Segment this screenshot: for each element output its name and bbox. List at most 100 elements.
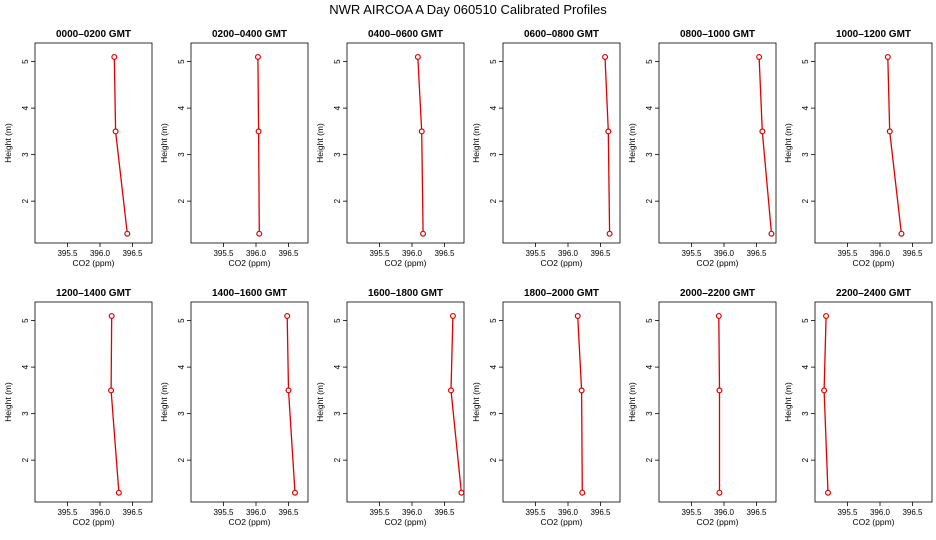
y-axis-label: Height (m) [3,123,13,163]
x-axis-label: CO2 (ppm) [384,517,426,527]
data-point [124,230,131,237]
y-tick-label: 5 [333,59,342,64]
y-axis-label: Height (m) [315,123,325,163]
profile-line [110,315,120,493]
x-tick-label: 396.5 [278,508,299,517]
x-tick-label: 395.5 [837,508,858,517]
plot-frame [814,301,933,503]
y-tick-label: 4 [645,105,654,110]
x-axis-label: CO2 (ppm) [228,517,270,527]
y-tick-label: 5 [333,318,342,323]
data-point [420,230,427,237]
x-tick-label: 396.5 [278,249,299,258]
x-tick-label: 395.5 [681,508,702,517]
data-point [759,128,766,135]
y-tick-label: 2 [801,457,810,462]
y-tick-label: 3 [21,152,30,157]
x-tick-label: 396.0 [558,508,579,517]
y-tick-label: 5 [801,318,810,323]
y-tick-label: 4 [489,105,498,110]
data-point [768,230,775,237]
data-point [112,128,119,135]
y-tick-label: 3 [645,152,654,157]
y-axis-label: Height (m) [627,382,637,422]
profile-line [718,315,721,493]
plot-frame [346,42,465,244]
data-point [292,489,299,496]
profile-line [758,56,773,234]
plot-frame [814,42,933,244]
profile-panel: 0800–1000 GMT 395.5 396.0 396.5 2 3 4 5 CO2 (ppm… [627,29,777,268]
y-tick-label: 3 [333,152,342,157]
x-tick-label: 396.5 [902,249,923,258]
x-tick-label: 396.0 [402,249,423,258]
y-tick-label: 3 [177,152,186,157]
panel-title: 0600–0800 GMT [524,29,599,40]
plot-frame [34,42,153,244]
plot-frame [190,42,309,244]
y-tick-label: 2 [333,457,342,462]
x-axis-label: CO2 (ppm) [384,258,426,268]
x-tick-label: 396.5 [902,508,923,517]
y-tick-label: 5 [177,59,186,64]
y-axis-label: Height (m) [159,382,169,422]
x-tick-label: 396.0 [246,249,267,258]
y-tick-label: 3 [801,411,810,416]
data-point [285,387,292,394]
y-axis-label: Height (m) [3,382,13,422]
x-tick-label: 396.0 [90,508,111,517]
x-tick-label: 395.5 [525,508,546,517]
y-tick-label: 4 [489,364,498,369]
x-tick-label: 396.0 [714,508,735,517]
data-point [886,128,893,135]
y-tick-label: 2 [489,198,498,203]
data-point [716,387,723,394]
x-tick-label: 395.5 [57,249,78,258]
profile-line [823,315,829,493]
y-tick-label: 2 [177,457,186,462]
profile-line [887,56,903,234]
data-point [115,489,122,496]
data-point [579,489,586,496]
data-point [448,387,455,394]
data-point [578,387,585,394]
y-tick-label: 2 [645,457,654,462]
data-point [108,387,115,394]
plot-frame [190,301,309,503]
y-tick-label: 2 [801,198,810,203]
x-tick-label: 396.0 [870,249,891,258]
x-tick-label: 395.5 [57,508,78,517]
y-tick-label: 5 [801,59,810,64]
x-axis-label: CO2 (ppm) [852,517,894,527]
y-tick-label: 3 [21,411,30,416]
x-tick-label: 395.5 [369,508,390,517]
x-tick-label: 396.5 [590,249,611,258]
y-tick-label: 2 [645,198,654,203]
panel-title: 0000–0200 GMT [56,29,131,40]
data-point [449,312,456,319]
x-tick-label: 396.5 [122,508,143,517]
panel-title: 1600–1800 GMT [368,288,443,299]
y-tick-label: 2 [21,457,30,462]
x-axis-label: CO2 (ppm) [696,517,738,527]
y-tick-label: 3 [177,411,186,416]
profile-line [450,315,463,493]
profile-line [604,56,611,234]
y-axis-label: Height (m) [783,123,793,163]
y-axis-label: Height (m) [471,382,481,422]
profile-panel: 2000–2200 GMT 395.5 396.0 396.5 2 3 4 5 CO2 (ppm… [627,288,777,527]
y-tick-label: 4 [177,105,186,110]
data-point [605,128,612,135]
y-tick-label: 5 [21,59,30,64]
y-axis-label: Height (m) [471,123,481,163]
data-point [108,312,115,319]
y-tick-label: 4 [333,364,342,369]
plot-frame [658,42,777,244]
data-point [821,387,828,394]
data-point [884,53,891,60]
plot-frame [34,301,153,503]
x-tick-label: 396.5 [590,508,611,517]
y-tick-label: 5 [489,318,498,323]
y-tick-label: 5 [489,59,498,64]
